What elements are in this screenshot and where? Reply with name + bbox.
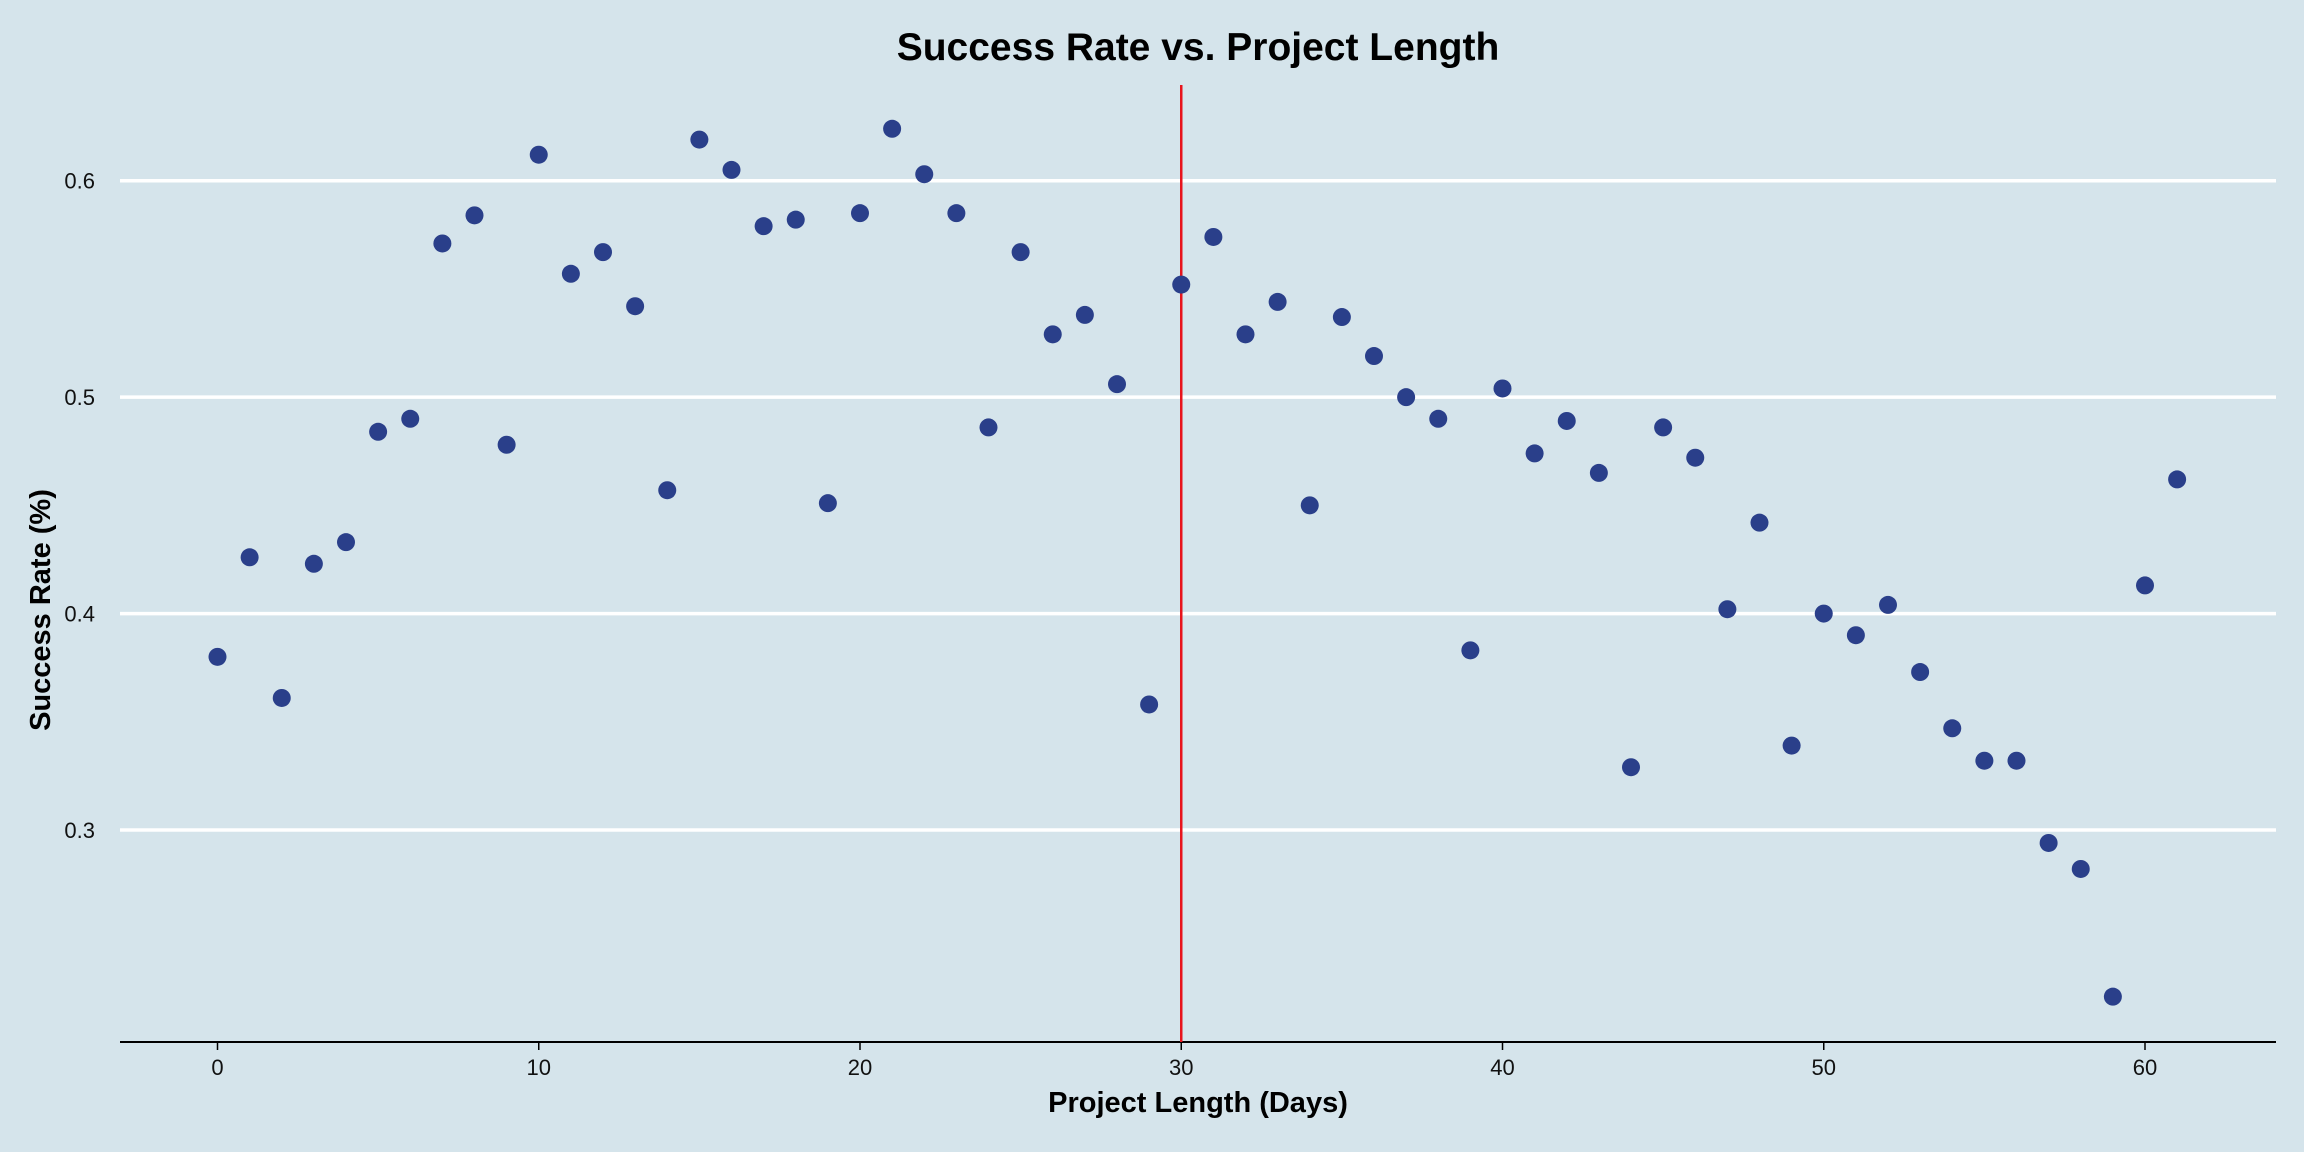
data-point (272, 688, 291, 707)
y-tick-label: 0.5 (64, 385, 95, 410)
data-point (915, 165, 934, 184)
data-point (240, 548, 259, 567)
data-point (2071, 859, 2090, 878)
data-point (1814, 604, 1833, 623)
data-point (1525, 444, 1544, 463)
data-point (1654, 418, 1673, 437)
data-point (1943, 719, 1962, 738)
data-point (690, 130, 709, 149)
data-point (1043, 325, 1062, 344)
data-point (1879, 595, 1897, 614)
data-point (1268, 292, 1287, 311)
y-tick-label: 0.3 (64, 818, 95, 843)
data-point (1718, 600, 1737, 619)
y-tick-labels: 0.3 0.4 0.5 0.6 (64, 169, 95, 843)
data-point (529, 145, 548, 164)
data-point (337, 533, 355, 552)
data-point (1011, 243, 1030, 262)
x-axis-label: Project Length (Days) (1048, 1087, 1348, 1119)
data-point (1461, 641, 1480, 660)
data-point (1204, 227, 1223, 246)
data-point (1108, 375, 1126, 394)
x-tick-label: 40 (1490, 1055, 1514, 1080)
data-point (979, 418, 998, 437)
data-point (304, 554, 323, 573)
x-tick-label: 10 (527, 1055, 551, 1080)
data-point (1172, 275, 1191, 294)
data-point (786, 210, 805, 229)
data-point (626, 297, 645, 316)
data-point (1365, 347, 1383, 366)
data-point (208, 647, 227, 666)
data-point (1975, 751, 1994, 770)
data-point (1236, 325, 1255, 344)
data-point (2103, 987, 2122, 1006)
data-point (1493, 379, 1512, 398)
data-point (818, 494, 837, 513)
data-point (1782, 736, 1801, 755)
chart-title: Success Rate vs. Project Length (897, 26, 1500, 69)
data-point (401, 409, 420, 428)
data-point (658, 481, 677, 500)
data-point (2136, 576, 2154, 595)
data-point (1332, 308, 1351, 327)
x-tick-label: 30 (1169, 1055, 1193, 1080)
data-point (1429, 409, 1448, 428)
x-tick-label: 0 (211, 1055, 223, 1080)
data-point (1750, 513, 1769, 532)
data-point (465, 206, 484, 225)
x-tick-labels: 0 10 20 30 40 50 60 (211, 1042, 2157, 1080)
x-tick-label: 50 (1812, 1055, 1836, 1080)
data-point (561, 264, 580, 283)
data-points (208, 119, 2187, 1006)
data-point (497, 435, 516, 454)
data-point (369, 422, 388, 441)
data-point (1075, 305, 1094, 324)
x-tick-label: 60 (2133, 1055, 2157, 1080)
data-point (947, 204, 966, 223)
data-point (851, 204, 869, 223)
data-point (1846, 626, 1865, 645)
data-point (2168, 470, 2187, 489)
data-point (1686, 448, 1705, 467)
y-tick-label: 0.6 (64, 169, 95, 194)
gridlines (120, 178, 2276, 832)
data-point (1397, 388, 1416, 407)
data-point (2007, 751, 2026, 770)
data-point (722, 160, 741, 179)
x-tick-label: 20 (848, 1055, 872, 1080)
data-point (1140, 695, 1159, 714)
data-point (1911, 663, 1930, 682)
data-point (883, 119, 902, 138)
data-point (1622, 758, 1640, 777)
data-point (1557, 411, 1576, 430)
data-point (594, 243, 612, 262)
data-point (2039, 833, 2058, 852)
data-point (1300, 496, 1319, 515)
data-point (1589, 463, 1608, 482)
y-tick-label: 0.4 (64, 602, 95, 627)
y-axis-label: Success Rate (%) (25, 489, 57, 731)
data-point (433, 234, 452, 253)
data-point (754, 217, 773, 236)
